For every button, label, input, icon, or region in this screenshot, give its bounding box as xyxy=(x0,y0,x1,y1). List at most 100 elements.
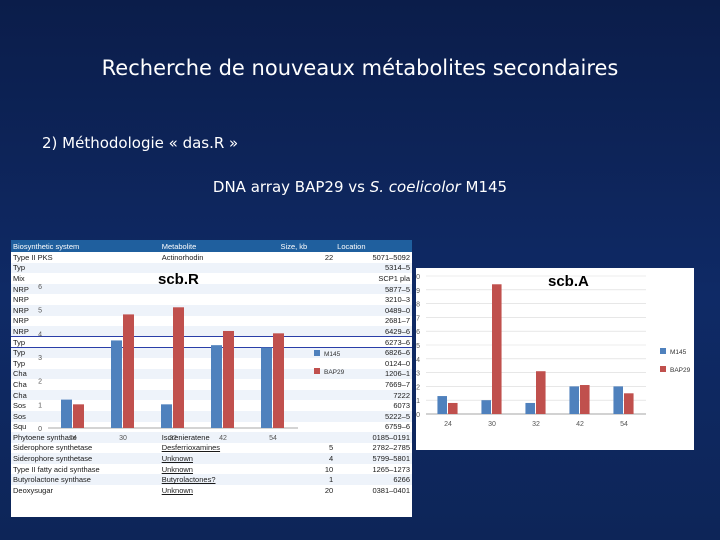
cell-location: 5222–5 xyxy=(335,410,412,422)
biosynthetic-table-panel: Biosynthetic system Metabolite Size, kb … xyxy=(11,240,412,517)
legend-label-m145: M145 xyxy=(324,351,341,358)
bar-m145-54 xyxy=(613,386,623,414)
cell-metabolite: Butyrolactones? xyxy=(159,474,279,486)
table-row: Typ 0124–0 xyxy=(11,358,412,369)
cell-system: Deoxysugar xyxy=(13,485,54,495)
y-tick-label: 6 xyxy=(38,284,42,291)
y-tick-label: 3 xyxy=(416,371,420,378)
cell-system: Butyrolactone synthase xyxy=(11,474,160,486)
cell-location: 7669–7 xyxy=(384,379,410,389)
cell-system: NRP xyxy=(11,283,160,295)
dna-suffix: M145 xyxy=(465,178,508,196)
legend-label-m145: M145 xyxy=(670,349,687,356)
table-row: Butyrolactone synthase Butyrolactones? 1 62… xyxy=(11,474,412,486)
cell-metabolite xyxy=(159,304,279,316)
cell-location: 5877–5 xyxy=(335,283,412,295)
cell-system: Cha xyxy=(11,389,160,401)
legend-swatch-bap29 xyxy=(314,368,320,374)
cell-size: 5 xyxy=(329,443,334,453)
bar-m145-24 xyxy=(61,399,72,428)
y-tick-label: 0 xyxy=(416,412,420,419)
cell-location: 2782–2785 xyxy=(372,443,410,453)
y-tick-label: 4 xyxy=(38,331,42,338)
cell-system: Squ xyxy=(13,422,27,432)
y-tick-label: 0 xyxy=(38,426,42,433)
chart-title: scb.R xyxy=(158,271,199,288)
table-body: Type II PKS Actinorhodin 22 5071–5092 Typ 531… xyxy=(11,252,412,496)
x-tick-label: 30 xyxy=(119,435,127,442)
cell-size xyxy=(278,283,336,295)
cell-location: 7222 xyxy=(335,389,412,401)
cell-location: 0185–0191 xyxy=(335,432,412,443)
x-tick-label: 32 xyxy=(532,421,540,428)
cell-location: 6429–6 xyxy=(335,326,412,337)
bar-bap29-32 xyxy=(173,307,184,428)
cell-size xyxy=(278,368,336,380)
header-metabolite: Metabolite xyxy=(159,240,279,252)
cell-size: 4 xyxy=(278,453,336,464)
cell-location: 5799–5801 xyxy=(335,453,412,464)
table-row: NRP 6429–6 xyxy=(11,326,412,337)
x-tick-label: 54 xyxy=(269,435,277,442)
cell-size xyxy=(278,304,336,316)
table-row: Phytoene synthase Isorenieratene 0185–0191 xyxy=(11,432,412,443)
cell-metabolite: Desferrioxamines xyxy=(161,443,221,453)
x-tick-label: 42 xyxy=(219,435,227,442)
slide-title: Recherche de nouveaux métabolites second… xyxy=(101,56,619,80)
cell-size xyxy=(278,389,336,401)
table-row: NRP 5877–5 xyxy=(11,283,412,295)
legend-swatch-m145 xyxy=(314,350,320,356)
x-tick-label: 30 xyxy=(488,421,496,428)
y-tick-label: 2 xyxy=(38,379,42,386)
legend-label-bap29: BAP29 xyxy=(324,369,345,376)
cell-system: Typ xyxy=(11,347,160,358)
cell-system: Typ xyxy=(13,337,26,347)
header-system: Biosynthetic system xyxy=(11,240,160,252)
cell-system: Type II fatty acid synthase xyxy=(13,464,100,474)
y-tick-label: 5 xyxy=(416,343,420,350)
cell-metabolite xyxy=(159,326,279,337)
chart-scba: 0 1 2 3 4 5 6 7 8 9 10 24 30 32 42 54 M145 BAP29 scb.A xyxy=(416,268,694,450)
y-tick-label: 6 xyxy=(416,329,420,336)
bar-bap29-24 xyxy=(73,404,84,428)
bar-bap29-30 xyxy=(123,314,134,428)
dna-array-caption: DNA array BAP29 vs S. coelicolor M145 xyxy=(0,178,720,196)
table-row: Type II PKS Actinorhodin 22 5071–5092 xyxy=(11,252,412,263)
cell-location: 1206–1 xyxy=(335,368,412,380)
y-tick-label: 3 xyxy=(38,355,42,362)
table-header-row: Biosynthetic system Metabolite Size, kb … xyxy=(11,240,412,252)
cell-location: 0124–0 xyxy=(384,358,410,368)
cell-system: Typ xyxy=(11,262,160,274)
cell-location: SCP1 pla xyxy=(378,273,410,283)
cell-size: 10 xyxy=(324,464,334,474)
cell-size xyxy=(278,262,336,274)
cell-location: 1265–1273 xyxy=(372,464,410,474)
table-row: Type II fatty acid synthase Unknown 10 1265… xyxy=(11,464,412,475)
cell-system: Sos xyxy=(13,401,26,411)
cell-size xyxy=(278,410,336,422)
cell-location: 6759–6 xyxy=(384,422,410,432)
bar-m145-24 xyxy=(437,396,447,414)
cell-system: Phytoene synthase xyxy=(11,432,160,443)
cell-system: Cha xyxy=(13,379,27,389)
cell-size xyxy=(278,326,336,337)
table-row: NRP 2681–7 xyxy=(11,316,412,327)
cell-metabolite: Unknown xyxy=(159,453,279,464)
cell-system: Sos xyxy=(11,410,160,422)
cell-location: 3210–3 xyxy=(384,295,410,305)
cell-location: 5071–5092 xyxy=(372,252,410,262)
table-row: Cha 7669–7 xyxy=(11,379,412,390)
y-tick-label: 4 xyxy=(416,357,420,364)
chart-title: scb.A xyxy=(548,273,589,290)
bar-bap29-42 xyxy=(580,385,590,414)
cell-system: NRP xyxy=(11,304,160,316)
table-row: NRP 3210–3 xyxy=(11,294,412,305)
cell-size: 22 xyxy=(324,252,334,262)
y-tick-label: 7 xyxy=(416,315,420,322)
cell-metabolite: Actinorhodin xyxy=(161,252,204,262)
cell-system: Siderophore synthetase xyxy=(13,443,93,453)
table-row: NRP 0489–0 xyxy=(11,304,412,316)
bar-bap29-32 xyxy=(536,371,546,414)
table-row: Sos 6073 xyxy=(11,400,412,411)
cell-system: Typ xyxy=(13,358,26,368)
